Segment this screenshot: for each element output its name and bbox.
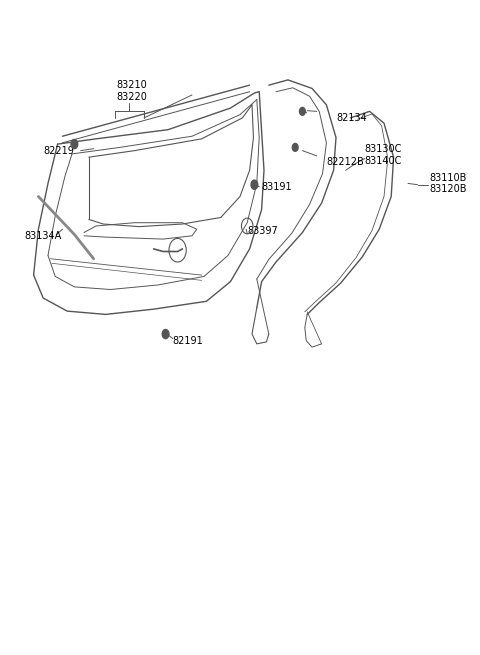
Text: 83210
83220: 83210 83220: [117, 80, 147, 102]
Text: 82191: 82191: [173, 335, 204, 346]
Text: 83191: 83191: [262, 181, 292, 192]
Text: 83134A: 83134A: [24, 231, 61, 241]
Circle shape: [300, 107, 305, 115]
Circle shape: [292, 143, 298, 151]
Text: 82212B: 82212B: [326, 157, 364, 167]
Circle shape: [162, 329, 169, 339]
Text: 83130C
83140C: 83130C 83140C: [365, 145, 402, 166]
Text: 82134: 82134: [336, 113, 367, 123]
Text: 83110B
83120B: 83110B 83120B: [430, 173, 467, 194]
Circle shape: [251, 180, 258, 189]
Text: 82219: 82219: [44, 145, 74, 156]
Circle shape: [71, 140, 78, 149]
Text: 83397: 83397: [247, 225, 278, 236]
